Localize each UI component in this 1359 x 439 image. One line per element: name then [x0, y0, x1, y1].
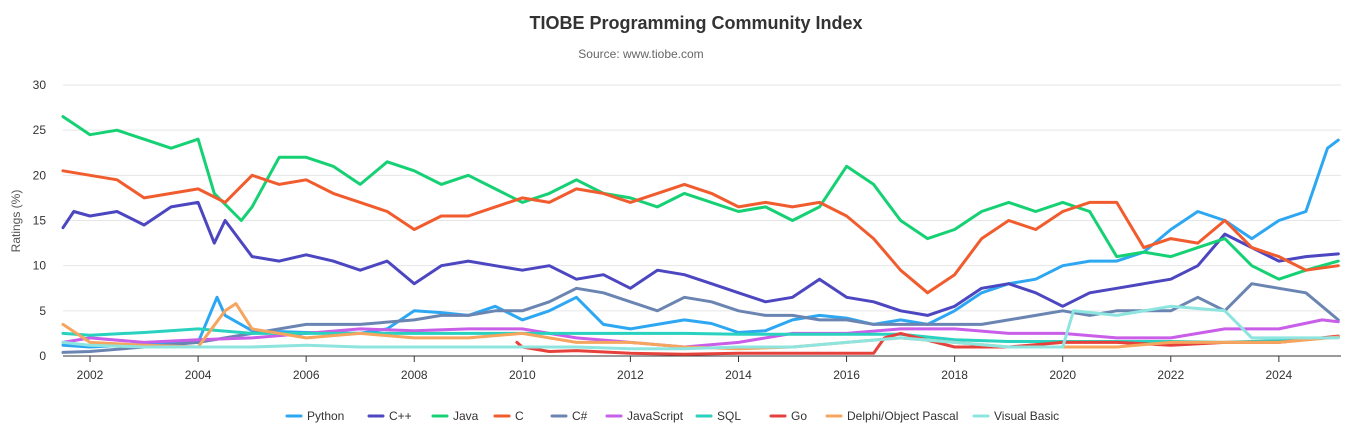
series-line-c: [61, 200, 1340, 317]
legend-item-sql[interactable]: SQL: [695, 409, 741, 423]
series-line-go: [515, 331, 1340, 356]
x-tick-label: 2006: [293, 368, 320, 382]
y-tick-label: 25: [33, 123, 47, 137]
legend-label: Go: [791, 409, 807, 423]
y-tick-label: 0: [39, 349, 46, 363]
legend-item-go[interactable]: Go: [769, 409, 807, 423]
series-line-visual-basic: [61, 304, 1340, 351]
legend-item-delphi-object-pascal[interactable]: Delphi/Object Pascal: [825, 409, 958, 423]
legend: Python C++ Java C C# JavaScript SQL Go Delphi/Ob…: [285, 409, 1059, 423]
y-tick-label: 15: [33, 214, 47, 228]
legend-label: JavaScript: [627, 409, 684, 423]
series-line-c: [61, 169, 1340, 295]
legend-item-java[interactable]: Java: [431, 409, 479, 423]
y-tick-labels: 0 5 10 15 20 25 30: [33, 78, 47, 363]
x-tick-label: 2002: [77, 368, 104, 382]
legend-label: Visual Basic: [994, 409, 1059, 423]
legend-item-c[interactable]: C++: [367, 409, 412, 423]
x-tick-label: 2008: [401, 368, 428, 382]
y-tick-label: 20: [33, 168, 47, 182]
legend-label: Python: [307, 409, 344, 423]
gridlines: [63, 84, 1341, 357]
x-tick-label: 2024: [1266, 368, 1293, 382]
legend-label: Delphi/Object Pascal: [847, 409, 958, 423]
legend-item-javascript[interactable]: JavaScript: [605, 409, 684, 423]
legend-label: C++: [389, 409, 412, 423]
series-line-delphi-object-pascal: [61, 302, 1340, 351]
x-tick-label: 2012: [617, 368, 644, 382]
x-tick-label: 2018: [941, 368, 968, 382]
x-tick-label: 2014: [725, 368, 752, 382]
series-line-java: [61, 115, 1340, 281]
y-tick-label: 5: [39, 304, 46, 318]
chart-title: TIOBE Programming Community Index: [529, 13, 862, 33]
legend-item-c[interactable]: C#: [550, 409, 588, 423]
x-tick-label: 2020: [1049, 368, 1076, 382]
y-axis-label: Ratings (%): [9, 190, 23, 253]
y-tick-label: 30: [33, 78, 47, 92]
x-tick-label: 2004: [185, 368, 212, 382]
x-tick-labels: 2002 2004 2006 2008 2010 2012 2014 2016 2018 2020…: [77, 356, 1293, 382]
x-tick-label: 2010: [509, 368, 536, 382]
legend-item-c[interactable]: C: [493, 409, 524, 423]
legend-item-visual-basic[interactable]: Visual Basic: [972, 409, 1059, 423]
legend-label: C#: [572, 409, 588, 423]
legend-label: Java: [453, 409, 479, 423]
series-line-python: [61, 138, 1340, 349]
chart-subtitle: Source: www.tiobe.com: [578, 47, 703, 61]
series-lines: [61, 115, 1340, 356]
legend-label: C: [515, 409, 524, 423]
series-line-javascript: [61, 318, 1340, 349]
legend-label: SQL: [717, 409, 741, 423]
x-tick-label: 2022: [1157, 368, 1184, 382]
y-tick-label: 10: [33, 259, 47, 273]
legend-item-python[interactable]: Python: [285, 409, 344, 423]
x-tick-label: 2016: [833, 368, 860, 382]
